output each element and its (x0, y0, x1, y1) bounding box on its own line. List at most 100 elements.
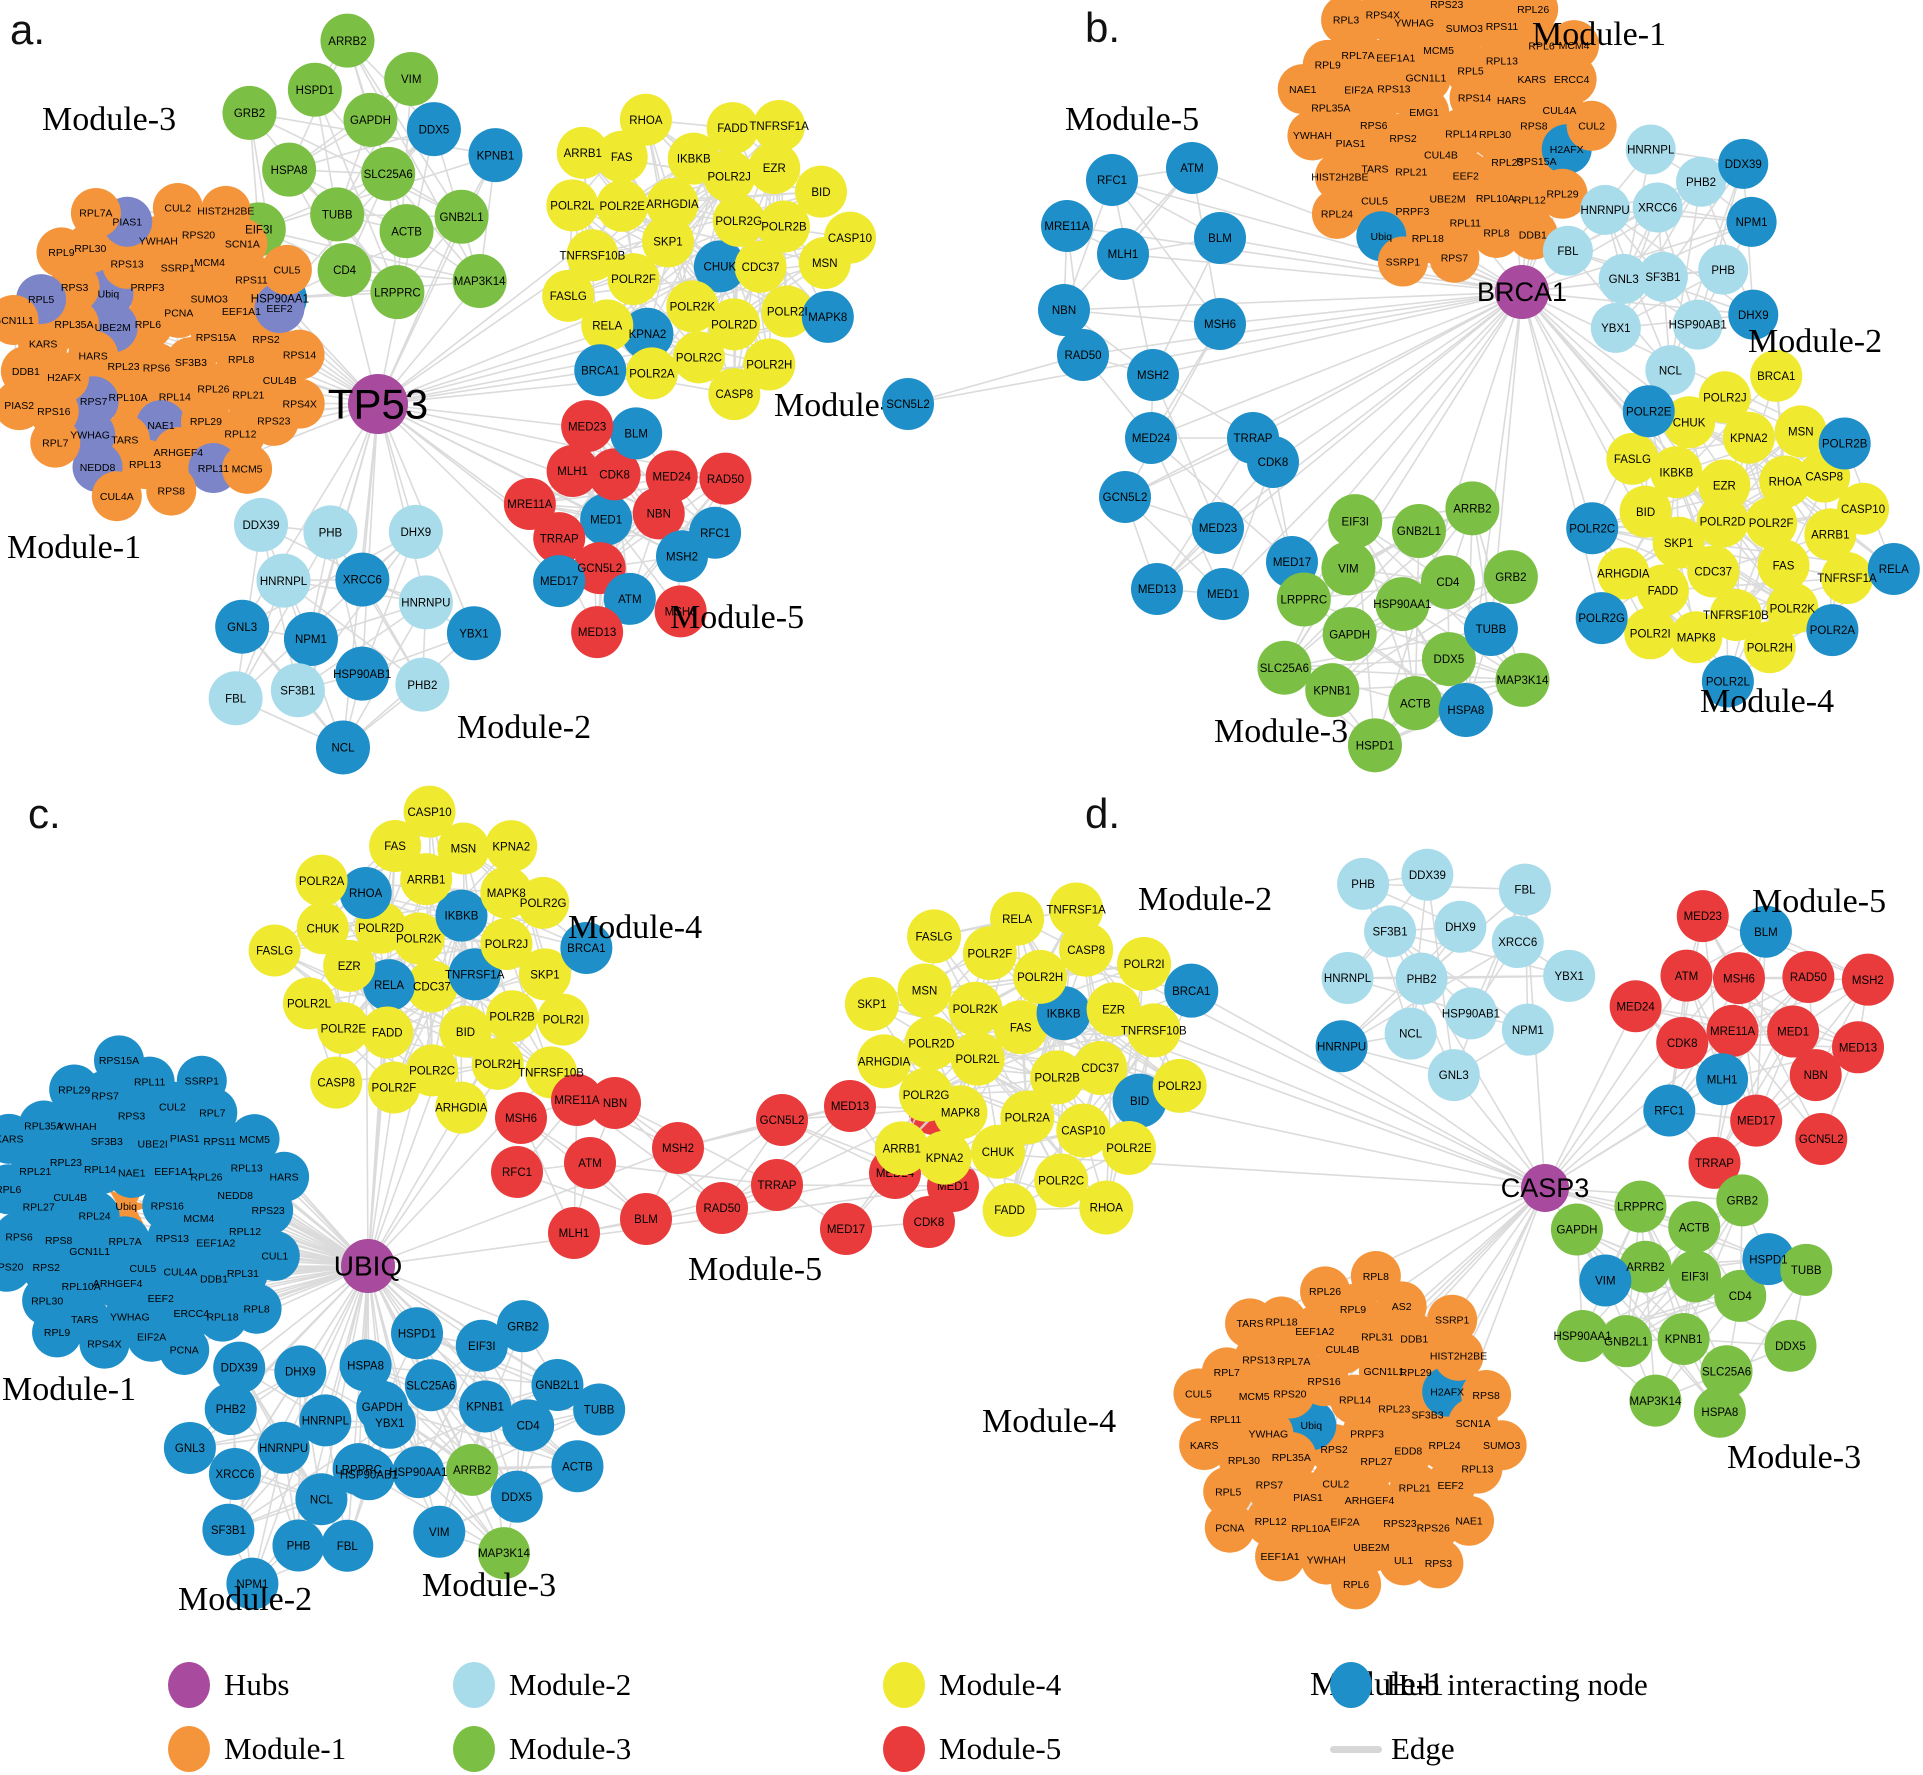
node-RPL27[interactable] (1358, 0, 1408, 6)
node-HSP90AA1[interactable] (1556, 1310, 1609, 1363)
node-ARHGDIA[interactable] (646, 177, 699, 230)
node-LRPPRC[interactable] (370, 265, 425, 320)
node-GNB2L1[interactable] (531, 1359, 584, 1412)
node-IKBKB[interactable] (1650, 446, 1703, 499)
node-POLR2G[interactable] (1575, 592, 1628, 645)
node-TNFRSF10B[interactable] (566, 229, 619, 282)
node-POLR2D[interactable] (708, 298, 761, 351)
node-HSP90AA1[interactable] (392, 1446, 445, 1499)
node-VIM[interactable] (1579, 1254, 1632, 1307)
node-BLM[interactable] (620, 1193, 672, 1245)
node-BID[interactable] (794, 165, 847, 218)
node-RPL7[interactable] (30, 417, 81, 468)
node-YBX1[interactable] (1590, 302, 1641, 353)
node-RHOA[interactable] (1079, 1180, 1134, 1235)
node-FAS[interactable] (369, 820, 422, 873)
node-MAPK8[interactable] (801, 290, 854, 343)
node-RFC1[interactable] (1086, 154, 1138, 206)
node-CD4[interactable] (1714, 1269, 1767, 1322)
node-CD4[interactable] (1420, 555, 1475, 610)
node-POLR2I[interactable] (537, 993, 590, 1046)
node-POLR2B[interactable] (757, 200, 810, 253)
node-POLR2I[interactable] (761, 285, 814, 338)
node-TUBB[interactable] (1780, 1243, 1833, 1296)
node-MLH1[interactable] (1097, 228, 1149, 280)
node-HNRNPL[interactable] (256, 553, 311, 608)
node-MSH6[interactable] (495, 1092, 547, 1144)
node-GNB2L1[interactable] (1600, 1315, 1653, 1368)
node-FADD[interactable] (706, 102, 759, 155)
node-CD4[interactable] (317, 242, 372, 297)
node-LRPPRC[interactable] (1276, 572, 1331, 627)
node-MSH6[interactable] (1712, 952, 1765, 1005)
node-SF3B1[interactable] (1364, 905, 1417, 958)
node-HNRNPL[interactable] (299, 1394, 352, 1447)
node-MCM5[interactable] (229, 1114, 280, 1165)
node-CASP10[interactable] (823, 211, 876, 264)
node-RPL9[interactable] (36, 227, 87, 278)
node-MAP3K14[interactable] (452, 254, 507, 309)
node-FAS[interactable] (595, 130, 648, 183)
node-POLR2L[interactable] (1701, 655, 1754, 708)
node-CUL2[interactable] (1566, 100, 1617, 151)
node-ATM[interactable] (1166, 142, 1218, 194)
node-MSH6[interactable] (1194, 298, 1246, 350)
node-MLH1[interactable] (548, 1207, 600, 1259)
node-GCN5L2[interactable] (1795, 1112, 1848, 1165)
node-HSP90AB1[interactable] (1672, 299, 1723, 350)
node-HSPD1[interactable] (1347, 718, 1402, 773)
node-TUBB[interactable] (310, 187, 365, 242)
node-TNFRSF10B[interactable] (1126, 1003, 1181, 1058)
node-HSPD1[interactable] (287, 62, 342, 117)
node-ACTB[interactable] (1668, 1201, 1721, 1254)
node-BID[interactable] (439, 1005, 492, 1058)
node-POLR2L[interactable] (950, 1031, 1005, 1086)
node-CHUK[interactable] (693, 240, 746, 293)
node-HNRNPU[interactable] (398, 575, 453, 630)
node-POLR2A[interactable] (295, 854, 348, 907)
node-EIF3I[interactable] (455, 1319, 508, 1372)
hub-node-BRCA1[interactable] (1495, 265, 1549, 319)
node-FASLG[interactable] (1606, 432, 1659, 485)
node-EZR[interactable] (323, 939, 376, 992)
node-RPS15A[interactable] (93, 1035, 144, 1086)
node-VIM[interactable] (1321, 541, 1376, 596)
node-NAE1[interactable] (1277, 64, 1328, 115)
node-RPL9[interactable] (32, 1307, 83, 1358)
node-MSH6[interactable] (654, 585, 707, 638)
node-DHX9[interactable] (274, 1345, 327, 1398)
node-EZR[interactable] (748, 142, 801, 195)
node-HSPD1[interactable] (391, 1307, 444, 1360)
node-RELA[interactable] (990, 891, 1045, 946)
node-KPNB1[interactable] (468, 128, 523, 183)
node-GRB2[interactable] (496, 1300, 549, 1353)
node-SF3B1[interactable] (1637, 251, 1688, 302)
node-HNRNPU[interactable] (1315, 1020, 1368, 1073)
node-ACTB[interactable] (551, 1440, 604, 1493)
node-ATM[interactable] (1660, 949, 1713, 1002)
node-TNFRSF1A[interactable] (753, 99, 806, 152)
node-DDX5[interactable] (406, 102, 461, 157)
node-BRCA1[interactable] (574, 344, 627, 397)
node-MED17[interactable] (533, 555, 586, 608)
node-DHX9[interactable] (1434, 900, 1487, 953)
node-IKBKB[interactable] (435, 889, 488, 942)
node-CDK8[interactable] (588, 448, 641, 501)
node-MSN[interactable] (437, 822, 490, 875)
node-XRCC6[interactable] (208, 1447, 261, 1500)
node-POLR2E[interactable] (1622, 385, 1675, 438)
node-POLR2J[interactable] (1152, 1058, 1207, 1113)
hub-node-UBIQ[interactable] (341, 1239, 395, 1293)
node-FASLG[interactable] (542, 269, 595, 322)
node-XRCC6[interactable] (1491, 916, 1544, 969)
node-NCL[interactable] (1384, 1007, 1437, 1060)
node-YBX1[interactable] (446, 606, 501, 661)
node-GAPDH[interactable] (1550, 1203, 1603, 1256)
node-MSN[interactable] (897, 963, 952, 1018)
node-POLR2C[interactable] (1566, 502, 1619, 555)
node-BLM[interactable] (1739, 905, 1792, 958)
node-DDX5[interactable] (490, 1470, 543, 1523)
node-FBL[interactable] (1498, 863, 1551, 916)
node-GRB2[interactable] (222, 85, 277, 140)
node-POLR2F[interactable] (367, 1061, 420, 1114)
